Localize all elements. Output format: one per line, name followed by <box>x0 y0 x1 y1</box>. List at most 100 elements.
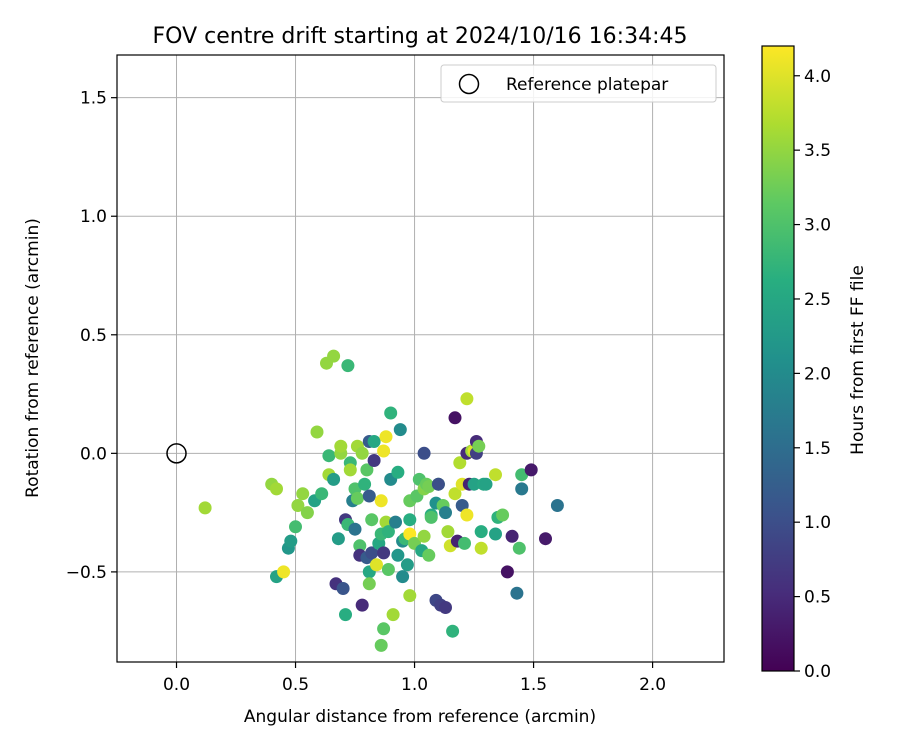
scatter-point <box>474 525 488 539</box>
scatter-point <box>453 456 467 470</box>
x-tick-label: 1.0 <box>401 675 428 695</box>
scatter-point <box>367 435 381 448</box>
scatter-point <box>289 520 302 534</box>
scatter-point <box>448 487 462 501</box>
colorbar-tick-label: 1.5 <box>804 439 831 459</box>
scatter-point <box>336 582 350 595</box>
x-axis-label: Angular distance from reference (arcmin) <box>244 707 596 727</box>
scatter-points <box>198 349 564 652</box>
y-axis-label: Rotation from reference (arcmin) <box>23 218 43 498</box>
scatter-point <box>439 601 452 614</box>
scatter-point <box>446 624 460 638</box>
scatter-point <box>277 565 291 579</box>
scatter-point <box>350 491 364 505</box>
scatter-point <box>479 477 493 491</box>
scatter-point <box>448 411 462 425</box>
colorbar-label: Hours from first FF file <box>848 265 868 455</box>
scatter-point <box>550 499 564 512</box>
colorbar-tick-label: 0.5 <box>804 588 831 608</box>
scatter-point <box>270 482 283 496</box>
y-tick-label: 1.5 <box>80 89 107 109</box>
plot-area <box>117 55 724 662</box>
legend-marker-icon <box>458 73 480 95</box>
scatter-point <box>389 515 402 529</box>
scatter-point <box>393 423 407 437</box>
scatter-point <box>374 638 388 652</box>
colorbar-tick-label: 4.0 <box>804 67 831 87</box>
scatter-point <box>353 539 367 553</box>
y-tick-label: 1.0 <box>80 207 107 227</box>
scatter-point <box>524 463 538 477</box>
scatter-point <box>362 489 376 503</box>
scatter-point <box>489 527 502 541</box>
x-tick-label: 0.0 <box>163 675 190 695</box>
scatter-point <box>284 534 298 548</box>
colorbar-tick-label: 0.0 <box>804 662 831 682</box>
legend: Reference platepar <box>440 64 717 103</box>
scatter-point <box>474 541 488 555</box>
scatter-point <box>384 406 398 420</box>
scatter-point <box>348 522 362 536</box>
scatter-point <box>391 465 405 479</box>
colorbar-tick-label: 1.0 <box>804 513 831 533</box>
scatter-point <box>403 513 417 527</box>
scatter-point <box>370 558 383 572</box>
scatter-point <box>310 425 324 439</box>
scatter-point <box>377 546 391 560</box>
scatter-point <box>431 477 445 491</box>
scatter-point <box>500 565 514 579</box>
scatter-point <box>343 463 357 477</box>
plot-frame <box>116 54 725 663</box>
scatter-point <box>341 359 355 373</box>
scatter-point <box>391 548 405 562</box>
x-tick-label: 1.5 <box>520 675 547 695</box>
y-tick-label: 0.0 <box>80 444 107 464</box>
scatter-point <box>441 525 455 539</box>
colorbar-ticks: 0.0 0.5 1.0 1.5 2.0 2.5 3.0 3.5 4.0 <box>794 67 831 682</box>
scatter-point <box>296 487 310 501</box>
scatter-point <box>417 446 431 460</box>
colorbar-tick-label: 3.0 <box>804 216 831 236</box>
scatter-point <box>322 449 336 463</box>
scatter-point <box>472 439 486 453</box>
colorbar-tick-label: 2.5 <box>804 290 831 310</box>
scatter-point <box>417 529 431 543</box>
x-tick-label: 2.0 <box>639 675 666 695</box>
x-tick-label: 0.5 <box>282 675 309 695</box>
chart-title: FOV centre drift starting at 2024/10/16 … <box>153 24 688 49</box>
legend-box <box>440 64 717 103</box>
scatter-point <box>327 472 341 486</box>
scatter-point <box>358 477 372 491</box>
scatter-point <box>198 501 212 515</box>
scatter-point <box>360 463 374 477</box>
scatter-point <box>381 563 395 576</box>
colorbar <box>761 45 795 672</box>
scatter-point <box>515 482 529 496</box>
x-axis-ticks: 0.0 0.5 1.0 1.5 2.0 <box>163 662 666 695</box>
scatter-point <box>386 608 400 622</box>
y-tick-label: −0.5 <box>66 563 107 583</box>
scatter-point <box>365 546 379 560</box>
scatter-point <box>381 525 395 539</box>
scatter-point <box>355 598 369 612</box>
colorbar-tick-label: 3.5 <box>804 141 831 161</box>
scatter-point <box>300 506 314 520</box>
scatter-point <box>377 622 391 636</box>
scatter-point <box>510 586 524 600</box>
scatter-point <box>489 468 502 482</box>
scatter-point <box>424 510 438 524</box>
y-axis-ticks: −0.5 0.0 0.5 1.0 1.5 <box>66 89 117 583</box>
scatter-point <box>374 494 388 508</box>
scatter-point <box>334 439 348 453</box>
scatter-point <box>467 477 481 491</box>
scatter-point <box>460 508 474 522</box>
scatter-point <box>460 392 474 406</box>
scatter-point <box>458 536 471 550</box>
scatter-point <box>291 499 305 512</box>
scatter-point <box>439 506 452 520</box>
scatter-point <box>539 532 552 546</box>
scatter-point <box>315 487 329 501</box>
scatter-point <box>512 541 526 555</box>
scatter-point <box>400 558 414 572</box>
